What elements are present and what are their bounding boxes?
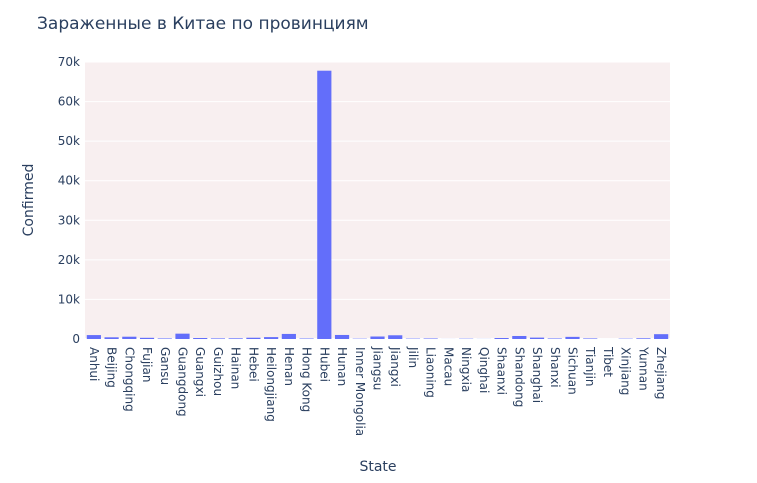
bar [264,337,279,339]
y-tick-label: 50k [58,134,80,148]
y-tick-label: 30k [58,213,80,227]
bar [317,70,332,339]
bar [583,338,598,339]
x-tick-label: Shanghai [530,347,544,403]
bar [157,338,172,339]
bar [86,335,101,339]
bar [529,337,545,339]
x-tick-label: Guizhou [211,347,225,396]
bar [104,337,119,339]
x-tick-label: Zhejiang [654,347,668,399]
y-tick-label: 40k [58,174,80,188]
y-axis-title: Confirmed [21,164,37,237]
x-tick-label: Henan [282,347,296,386]
x-axis-ticks: Anhui Beijing Chongqing Fujian Gansu Guangdon… [87,346,668,436]
plot-area [85,62,670,339]
bar [423,338,438,339]
x-tick-label: Hainan [229,347,243,389]
bar [122,336,137,339]
bar [370,336,385,339]
bar [494,338,509,339]
bar [281,333,296,339]
x-tick-label: Gansu [158,347,172,385]
x-tick-label: Ningxia [459,347,473,392]
x-tick-label: Shaanxi [495,347,509,395]
bar [636,338,651,339]
bar [547,338,562,339]
bars [86,70,669,339]
x-tick-label: Shandong [512,347,526,407]
bar [210,338,226,339]
bar [388,335,403,339]
x-tick-label: Tianjin [583,346,597,387]
bar [139,337,155,339]
x-tick-label: Guangxi [193,347,207,397]
y-tick-label: 10k [58,292,80,306]
x-tick-label: Heilongjiang [264,347,278,422]
x-tick-label: Anhui [87,347,101,381]
x-tick-label: Chongqing [122,347,136,412]
bar [193,338,208,339]
x-tick-label: Beijing [105,347,119,388]
x-tick-label: Jiangsu [371,346,385,390]
chart-title: Зараженные в Китае по провинциям [37,14,369,34]
x-axis-title: State [359,459,396,475]
y-tick-label: 70k [58,55,80,69]
bar [512,335,527,339]
x-tick-label: Yunnan [636,346,650,391]
y-tick-label: 0 [72,332,80,346]
x-tick-label: Hong Kong [300,347,314,412]
x-tick-label: Sichuan [566,347,580,395]
bar [334,334,350,339]
bar [228,338,243,339]
x-tick-label: Hebei [246,347,260,382]
x-tick-label: Liaoning [424,347,438,398]
x-tick-label: Inner Mongolia [353,347,367,436]
x-tick-label: Guangdong [176,347,190,417]
y-axis-ticks: 0 10k 20k 30k 40k 50k 60k 70k [58,55,80,346]
bar [565,336,580,339]
x-tick-label: Fujian [140,347,154,382]
x-tick-label: Tibet [601,346,615,377]
x-tick-label: Qinghai [477,347,491,393]
x-tick-label: Jilin [406,346,420,368]
x-tick-label: Xinjiang [619,347,633,395]
x-tick-label: Macau [441,347,455,386]
y-tick-label: 60k [58,95,80,109]
x-tick-label: Hunan [335,347,349,386]
x-tick-label: Jiangxi [388,346,402,387]
x-tick-label: Shanxi [548,347,562,388]
x-tick-label: Hubei [317,347,331,382]
bar [246,337,261,339]
bar [175,333,190,339]
bar [654,334,669,339]
y-tick-label: 20k [58,253,80,267]
